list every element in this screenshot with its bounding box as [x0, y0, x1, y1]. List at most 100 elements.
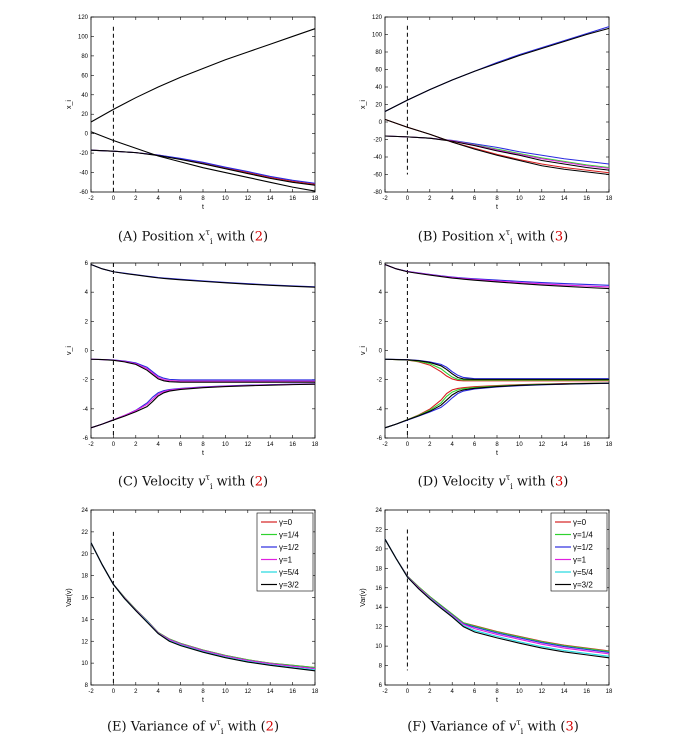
x-axis-label: t [496, 697, 498, 704]
x-tick-label: -2 [88, 442, 94, 448]
y-tick-label: -6 [377, 436, 383, 442]
y-tick-label: 6 [379, 261, 383, 267]
y-tick-label: 40 [81, 93, 88, 99]
x-tick-label: 12 [538, 689, 545, 695]
x-tick-label: 8 [201, 442, 205, 448]
series-line [384, 382, 610, 429]
x-tick-label: 0 [406, 442, 410, 448]
x-tick-label: 10 [222, 196, 229, 202]
y-tick-label: 4 [85, 290, 89, 296]
y-tick-label: 0 [379, 349, 383, 355]
caption-f: (F) Variance of vτi with (3) [407, 718, 579, 736]
y-tick-label: -40 [79, 171, 88, 177]
y-tick-label: 80 [375, 50, 382, 56]
y-tick-label: -20 [79, 151, 88, 157]
legend-label: γ=1 [573, 556, 587, 565]
x-tick-label: 10 [516, 689, 523, 695]
y-tick-label: 0 [85, 132, 89, 138]
x-tick-label: 16 [583, 689, 590, 695]
series-line [384, 538, 610, 659]
y-tick-label: -2 [377, 378, 383, 384]
x-tick-label: 16 [583, 196, 590, 202]
caption-e: (E) Variance of vτi with (2) [106, 718, 280, 736]
x-axis-label: t [202, 697, 204, 704]
y-axis-label: Var(v) [360, 588, 367, 607]
x-tick-label: 6 [473, 196, 477, 202]
x-tick-label: 12 [244, 689, 251, 695]
y-tick-label: 10 [375, 644, 382, 650]
x-tick-label: 4 [451, 196, 455, 202]
chart-d: -2 0 2 4 6 8 10 12 14 16 18 -6 -4 -2 0 2 4 6 t v_i [360, 261, 613, 457]
y-tick-label: 100 [78, 34, 89, 40]
x-tick-label: 10 [516, 442, 523, 448]
x-tick-label: 2 [428, 689, 432, 695]
y-tick-label: 12 [375, 625, 382, 631]
x-tick-label: -2 [382, 689, 388, 695]
y-axis-label: x_i [360, 100, 367, 109]
caption-a: (A) Position xτi with (2) [117, 228, 269, 246]
x-tick-label: 8 [201, 689, 205, 695]
x-tick-label: 0 [112, 689, 116, 695]
y-tick-label: -20 [373, 138, 382, 144]
chart-a: -2 0 2 4 6 8 10 12 14 16 18-60-40-2002040608010012… [66, 15, 319, 211]
x-tick-label: 6 [179, 689, 183, 695]
x-tick-label: 8 [495, 196, 499, 202]
x-tick-label: 6 [179, 196, 183, 202]
y-tick-label: 8 [85, 683, 89, 689]
chart-b: -2 0 2 4 6 8 10 12 14 16 18-80-60-40-2002040608010… [360, 15, 613, 211]
series-line [384, 135, 610, 171]
legend-label: γ=3/2 [573, 581, 593, 590]
x-tick-label: 0 [406, 689, 410, 695]
x-tick-label: 10 [222, 689, 229, 695]
y-tick-label: 22 [81, 530, 88, 536]
y-tick-label: 20 [81, 552, 88, 558]
legend: γ=0 γ=1/4 γ=1/2 γ=1 γ=5/4 γ=3/2 [550, 512, 608, 592]
y-tick-label: -6 [83, 436, 89, 442]
y-tick-label: 8 [379, 664, 383, 670]
x-tick-label: 14 [267, 442, 274, 448]
chart-e: -2 0 2 4 6 8 10 12 14 16 1881012141618202224tVar(v… [66, 508, 319, 704]
caption-d: (D) Velocity vτi with (3) [417, 473, 569, 491]
x-tick-label: 18 [312, 442, 319, 448]
series-line [90, 542, 316, 672]
x-tick-label: 14 [561, 196, 568, 202]
legend-label: γ=3/2 [279, 581, 299, 590]
y-tick-label: 60 [375, 68, 382, 74]
x-tick-label: 16 [289, 196, 296, 202]
y-tick-label: -4 [83, 407, 89, 413]
x-tick-label: 14 [561, 442, 568, 448]
x-tick-label: 4 [157, 689, 161, 695]
x-tick-label: 18 [606, 442, 613, 448]
y-tick-label: 80 [81, 54, 88, 60]
y-tick-label: 24 [375, 508, 382, 514]
x-tick-label: 12 [244, 196, 251, 202]
x-axis-label: t [496, 204, 498, 211]
x-tick-label: 16 [583, 442, 590, 448]
plot-area [384, 262, 610, 439]
x-axis-label: t [202, 204, 204, 211]
legend-label: γ=1/2 [573, 543, 593, 552]
series-line [384, 263, 610, 290]
x-tick-label: 16 [289, 689, 296, 695]
x-tick-label: 2 [428, 196, 432, 202]
x-tick-label: 6 [473, 689, 477, 695]
x-tick-label: 18 [312, 689, 319, 695]
chart-f: -2 0 2 4 6 8 10 12 14 16 18681012141618202224tVar(… [360, 508, 613, 704]
x-tick-label: 14 [267, 689, 274, 695]
x-axis-label: t [202, 450, 204, 457]
x-tick-label: 18 [606, 196, 613, 202]
y-tick-label: -40 [373, 155, 382, 161]
y-tick-label: 16 [81, 596, 88, 602]
plot-area [90, 16, 316, 193]
series-line [90, 131, 316, 192]
y-tick-label: 12 [81, 639, 88, 645]
legend-label: γ=1/4 [573, 531, 593, 540]
series-line [90, 149, 316, 186]
x-tick-label: 8 [495, 442, 499, 448]
x-tick-label: 6 [473, 442, 477, 448]
x-tick-label: 2 [134, 689, 138, 695]
y-tick-label: 120 [372, 15, 383, 21]
x-tick-label: 2 [428, 442, 432, 448]
y-tick-label: 24 [81, 508, 88, 514]
x-tick-label: -2 [382, 196, 388, 202]
